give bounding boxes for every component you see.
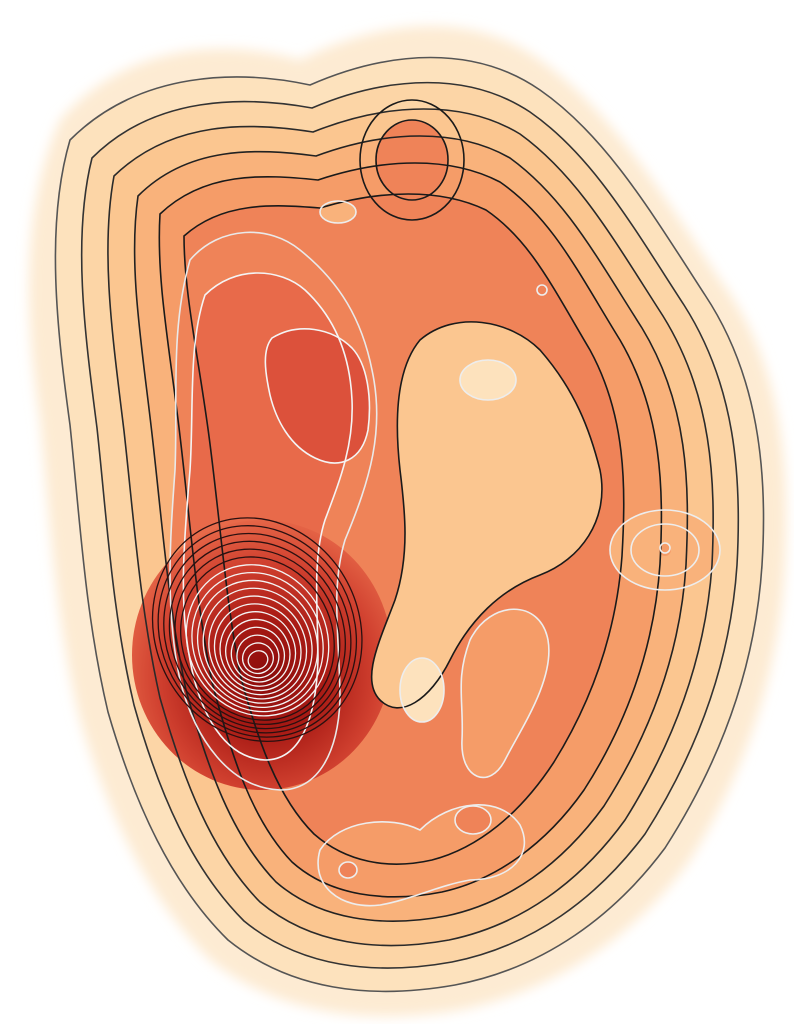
contour-line <box>319 200 357 224</box>
hill-bottom-core <box>455 806 491 834</box>
peak-ring <box>236 634 280 679</box>
contour-line <box>158 162 663 898</box>
contour-line <box>133 135 689 922</box>
contour-line <box>459 359 517 401</box>
peak-ring <box>241 642 274 675</box>
hill-pale-left <box>400 658 444 722</box>
contour-line <box>359 99 465 221</box>
peak-ring <box>168 540 346 730</box>
contour-line <box>264 328 371 464</box>
peak-ring <box>213 603 302 696</box>
peak-ring <box>230 626 286 683</box>
contour-line <box>630 523 700 577</box>
hill-bottom-small <box>339 862 357 878</box>
peak-ring <box>151 517 363 742</box>
peak-ring <box>196 579 319 709</box>
contour-line <box>454 805 492 835</box>
contour-line <box>317 804 526 907</box>
hill-mid <box>461 609 549 778</box>
peak-ring <box>208 595 308 700</box>
hill-top-small <box>320 201 356 223</box>
hill-pale-valley <box>460 360 516 400</box>
peak-region <box>132 520 392 790</box>
valley-region <box>371 321 602 708</box>
contour-lines <box>54 56 765 993</box>
peak-contour-rings <box>151 517 363 742</box>
contour-line <box>370 321 603 709</box>
peak-ring <box>180 556 335 721</box>
peak-ring <box>202 587 313 704</box>
peak-ring <box>185 564 330 717</box>
contour-line <box>536 284 548 296</box>
contour-line <box>107 108 714 947</box>
peak-ring <box>219 611 297 692</box>
contour-line <box>399 657 445 723</box>
hill-right-core <box>659 544 671 556</box>
peak-ring <box>191 571 324 713</box>
peak-ring <box>163 532 352 734</box>
contour-line <box>169 231 378 791</box>
contour-line <box>183 193 625 865</box>
contour-line <box>54 56 765 993</box>
contour-line <box>460 608 550 779</box>
peak-ring <box>174 548 341 726</box>
contour-line <box>80 81 740 969</box>
peak-ring <box>247 650 269 670</box>
contour-line <box>609 509 721 591</box>
contour-line <box>338 861 358 879</box>
hill-top <box>376 120 448 200</box>
peak-ring <box>157 525 358 738</box>
contour-line <box>375 119 449 201</box>
minor-peaks <box>318 120 720 906</box>
ridge-core <box>265 328 370 463</box>
peak-ring <box>225 618 291 687</box>
contour-line <box>659 542 671 554</box>
